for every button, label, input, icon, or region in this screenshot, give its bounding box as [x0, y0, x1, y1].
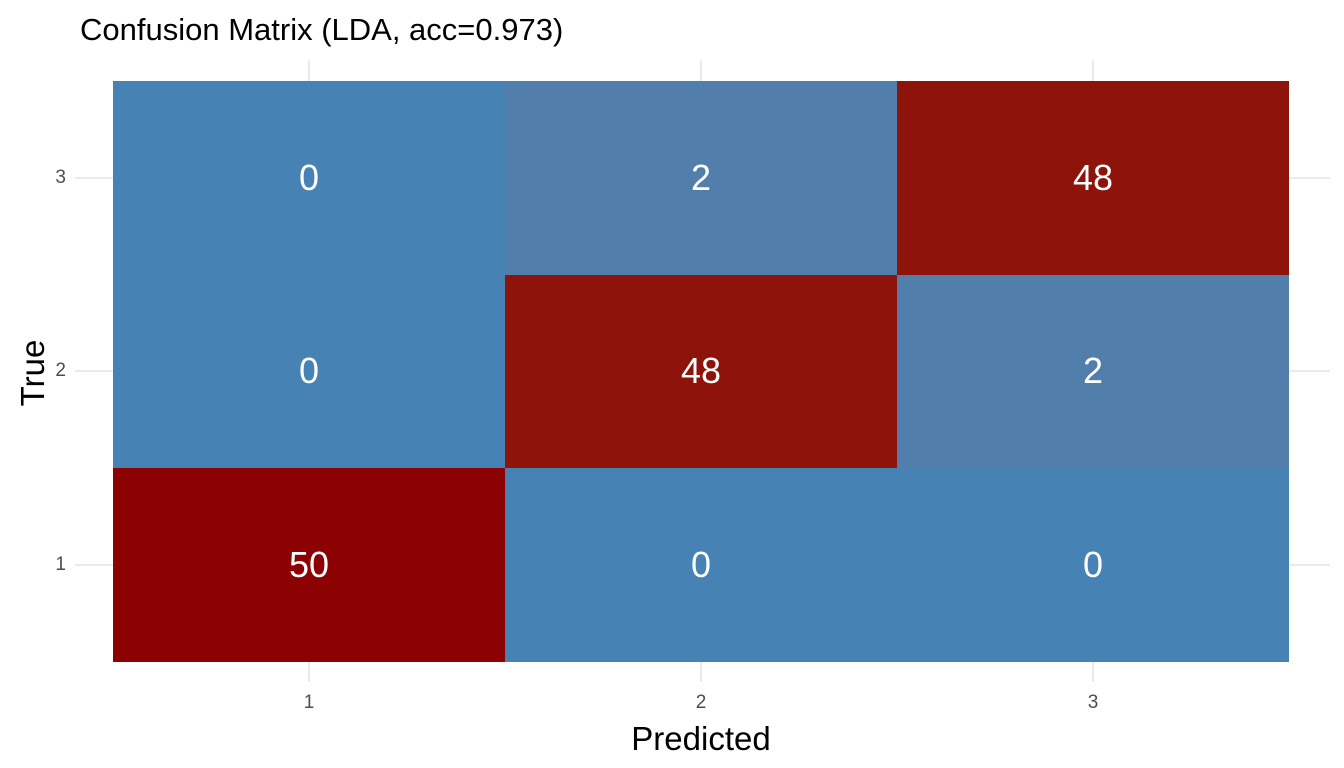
x-tick-label-1: 1	[303, 692, 315, 713]
cell-value: 2	[690, 156, 712, 198]
matrix-cell-true2-pred3: 2	[897, 274, 1289, 469]
matrix-cell-true3-pred1: 0	[113, 81, 505, 275]
cell-value: 0	[298, 350, 320, 392]
matrix-cell-true3-pred3: 48	[897, 81, 1289, 275]
matrix-cell-true2-pred1: 0	[113, 274, 505, 469]
x-axis-title: Predicted	[631, 720, 771, 757]
y-tick-label-3: 3	[55, 167, 66, 188]
y-tick-label-1: 1	[55, 554, 66, 575]
matrix-cell-true1-pred2: 0	[505, 468, 897, 662]
cell-value: 0	[690, 544, 712, 586]
y-tick-label-2: 2	[55, 360, 66, 381]
cell-value: 0	[298, 156, 320, 198]
x-tick-label-3: 3	[1087, 692, 1099, 713]
cell-value: 2	[1082, 350, 1104, 392]
x-tick-label-2: 2	[695, 692, 707, 713]
heatmap-tiles: 0 2 48 0 48 2 50 0 0	[113, 81, 1289, 662]
cell-value: 48	[680, 350, 722, 392]
cell-value: 0	[1082, 544, 1104, 586]
matrix-cell-true1-pred1: 50	[113, 468, 505, 662]
cell-value: 50	[288, 544, 330, 586]
matrix-cell-true1-pred3: 0	[897, 468, 1289, 662]
matrix-cell-true2-pred2: 48	[505, 274, 897, 469]
plot-panel: 0 2 48 0 48 2 50 0 0	[75, 60, 1330, 682]
chart-title: Confusion Matrix (LDA, acc=0.973)	[80, 12, 564, 47]
cell-value: 48	[1072, 156, 1114, 198]
matrix-cell-true3-pred2: 2	[505, 81, 897, 275]
